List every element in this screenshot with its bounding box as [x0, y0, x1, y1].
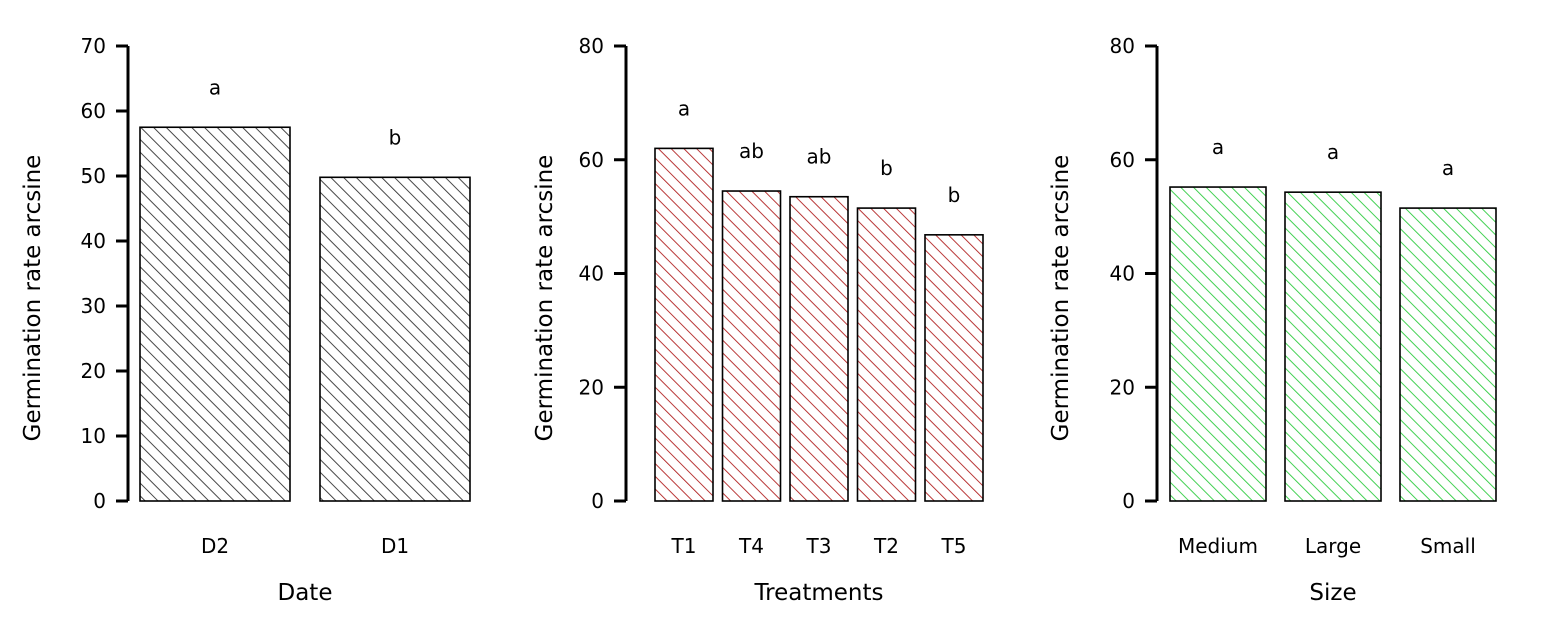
x-category-label: T2 — [873, 534, 899, 558]
y-tick-label: 70 — [81, 34, 106, 58]
x-category-label: Large — [1305, 534, 1361, 558]
bar-t2 — [856, 207, 917, 502]
y-tick-label: 20 — [579, 375, 604, 399]
y-tick-label: 40 — [1110, 262, 1135, 286]
chart-panel-1: 0 10 20 30 40 50 60 70 Germination rate arcsine a… — [20, 34, 471, 606]
significance-letter: a — [1327, 140, 1339, 164]
x-category-label: T5 — [941, 534, 967, 558]
significance-letter: a — [678, 96, 690, 120]
bar-small — [1399, 207, 1497, 502]
y-axis-title: Germination rate arcsine — [532, 155, 558, 442]
bar-d2 — [139, 126, 291, 502]
bar-t4 — [721, 190, 782, 502]
y-tick-label: 40 — [81, 229, 106, 253]
x-axis-title: Date — [278, 580, 333, 606]
y-tick-label: 80 — [1110, 34, 1135, 58]
y-axis-title: Germination rate arcsine — [20, 155, 46, 442]
y-tick-label: 0 — [1122, 489, 1135, 513]
y-tick-label: 40 — [579, 262, 604, 286]
x-category-label: D1 — [381, 534, 409, 558]
y-tick-label: 0 — [591, 489, 604, 513]
y-tick-label: 30 — [81, 294, 106, 318]
x-axis-title: Size — [1309, 580, 1356, 606]
bar-t1 — [654, 147, 714, 502]
y-tick-label: 50 — [81, 164, 106, 188]
significance-letter: b — [880, 156, 893, 180]
chart-panel-2: 0 20 40 60 80 Germination rate arcsine a T1 ab T4… — [532, 34, 984, 606]
bar-medium — [1169, 186, 1267, 502]
significance-letter: b — [948, 183, 961, 207]
x-axis-title: Treatments — [753, 580, 883, 606]
significance-letter: b — [389, 125, 402, 149]
significance-letter: ab — [807, 145, 832, 169]
significance-letter: a — [1442, 156, 1454, 180]
y-tick-label: 60 — [1110, 148, 1135, 172]
chart-panel-3: 0 20 40 60 80 Germination rate arcsine a Medium… — [1048, 34, 1497, 606]
y-axis-title: Germination rate arcsine — [1048, 155, 1074, 442]
y-tick-label: 80 — [579, 34, 604, 58]
significance-letter: ab — [739, 139, 764, 163]
y-tick-label: 0 — [93, 489, 106, 513]
bar-large — [1284, 191, 1382, 502]
y-tick-label: 60 — [81, 99, 106, 123]
y-tick-label: 60 — [579, 148, 604, 172]
x-category-label: Medium — [1178, 534, 1258, 558]
bar-t5 — [924, 234, 984, 502]
bar-t3 — [789, 195, 849, 502]
x-category-label: T3 — [806, 534, 832, 558]
y-tick-label: 10 — [81, 424, 106, 448]
significance-letter: a — [1212, 135, 1224, 159]
x-category-label: T4 — [738, 534, 764, 558]
x-category-label: Small — [1420, 534, 1476, 558]
y-tick-label: 20 — [81, 359, 106, 383]
y-tick-label: 20 — [1110, 375, 1135, 399]
x-category-label: D2 — [201, 534, 229, 558]
x-category-label: T1 — [671, 534, 697, 558]
bar-d1 — [319, 176, 471, 502]
significance-letter: a — [209, 75, 221, 99]
